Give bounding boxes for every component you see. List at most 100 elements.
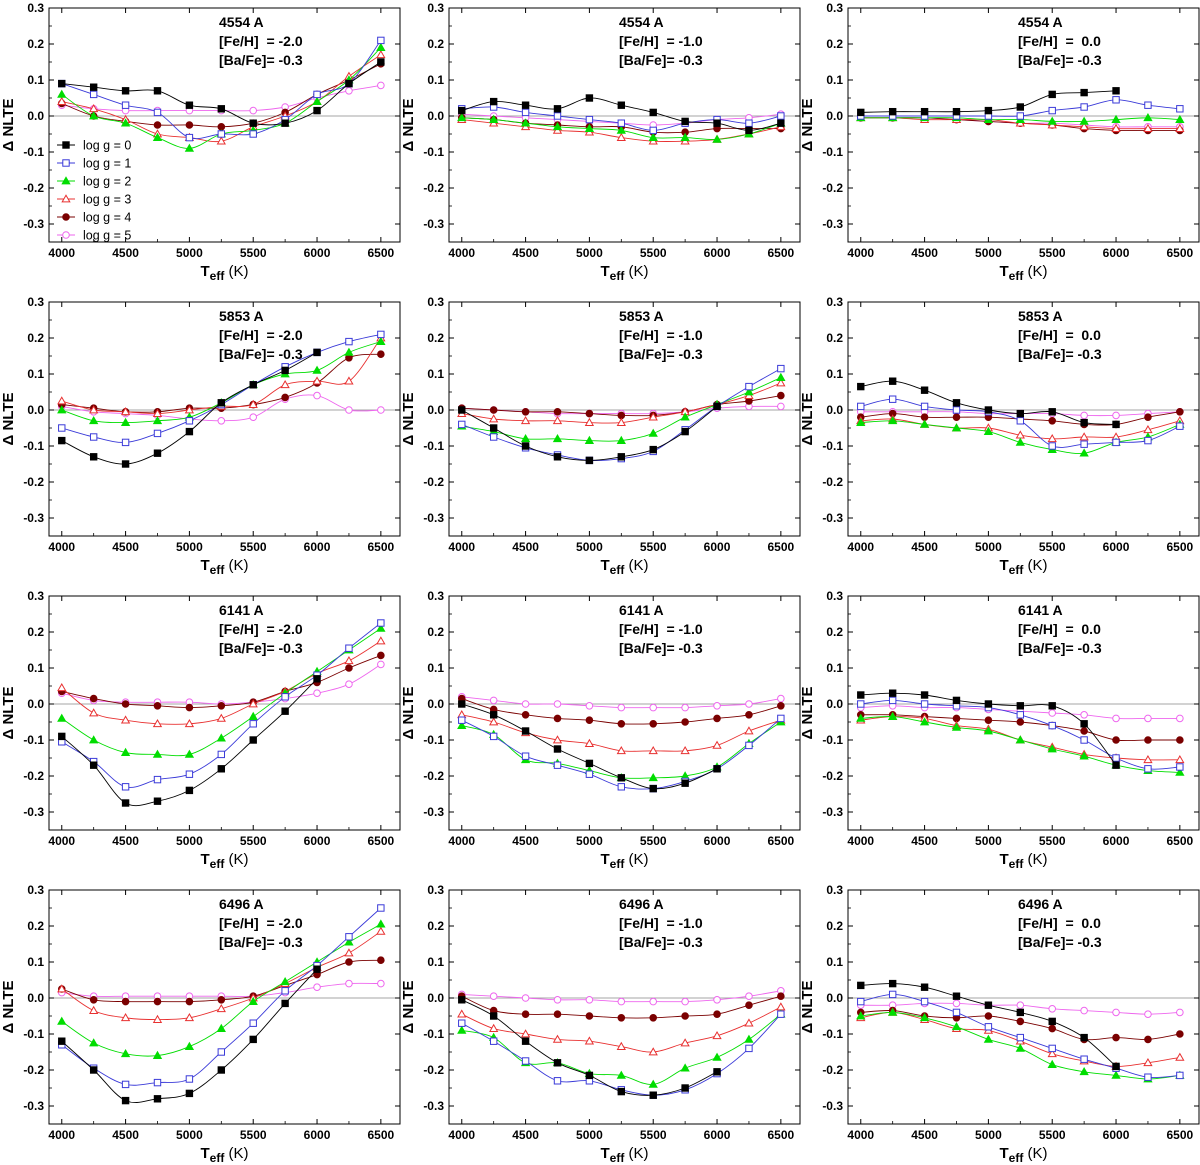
data-point: [616, 132, 626, 141]
data-point: [680, 412, 690, 421]
bafe-label: [Ba/Fe]= -0.3: [1018, 640, 1102, 656]
x-tick-label: 6000: [304, 246, 331, 260]
x-tick-label: 5500: [240, 540, 267, 554]
data-point: [776, 372, 786, 381]
data-point: [1015, 1043, 1025, 1052]
data-point: [712, 1030, 722, 1040]
data-point: [1048, 702, 1056, 710]
series-logg-1: [458, 1010, 785, 1099]
data-point: [1080, 88, 1088, 97]
data-point: [1079, 121, 1089, 131]
data-point: [952, 999, 961, 1008]
data-point: [585, 409, 594, 418]
bafe-label: [Ba/Fe]= -0.3: [219, 934, 303, 950]
series-logg-1: [857, 696, 1184, 773]
x-tick-label: 6000: [1103, 1128, 1130, 1142]
data-point: [89, 83, 98, 91]
panel-4-1: 0.3 0.2 0.1 0.0 -0.1 -0.2 -0.3 4000 4500 5000 5500…: [0, 883, 401, 1165]
y-tick-label: 0.0: [27, 403, 44, 417]
series-logg-4: [856, 1006, 1184, 1044]
data-point: [1144, 1073, 1152, 1081]
data-point: [89, 111, 99, 120]
y-tick-label: -0.3: [423, 511, 444, 525]
data-point: [1048, 417, 1057, 425]
series-logg-0: [58, 965, 321, 1105]
data-point: [1112, 420, 1120, 429]
data-point: [553, 700, 562, 708]
x-tick-label: 5500: [240, 1128, 267, 1142]
x-tick-label: 6000: [304, 540, 331, 554]
data-point: [377, 406, 385, 414]
y-tick-label: 0.0: [826, 991, 843, 1005]
y-tick-label: -0.3: [822, 805, 843, 819]
line-label: 4554 A: [1018, 14, 1063, 30]
x-tick-label: 4000: [48, 540, 75, 554]
data-point: [745, 119, 753, 127]
x-tick-label: 6500: [1167, 1128, 1194, 1142]
data-point: [185, 427, 194, 436]
x-tick-label: 4500: [512, 834, 539, 848]
data-point: [777, 119, 785, 127]
data-point: [1176, 1030, 1184, 1038]
data-point: [552, 1034, 563, 1043]
data-point: [458, 716, 466, 724]
data-point: [888, 377, 897, 385]
x-tick-label: 6000: [704, 834, 731, 848]
x-tick-label: 5000: [176, 540, 203, 554]
data-point: [584, 1036, 595, 1045]
data-point: [919, 717, 930, 726]
data-point: [1048, 721, 1056, 730]
x-axis-label: Teff (K): [999, 851, 1047, 871]
x-tick-label: 6500: [1167, 246, 1194, 260]
bafe-label: [Ba/Fe]= -0.3: [1018, 346, 1102, 362]
data-point: [920, 700, 929, 708]
x-tick-label: 6000: [1103, 246, 1130, 260]
data-point: [553, 1059, 562, 1067]
y-axis-label: Δ NLTE: [400, 687, 417, 740]
data-point: [585, 996, 594, 1004]
data-point: [89, 1066, 98, 1074]
data-point: [216, 713, 226, 722]
data-point: [1016, 711, 1025, 719]
x-tick-label: 6000: [704, 246, 731, 260]
data-point: [1047, 116, 1057, 125]
data-point: [1016, 1033, 1025, 1042]
data-point: [1048, 408, 1056, 416]
data-point: [1080, 711, 1088, 719]
x-tick-label: 5000: [576, 1128, 603, 1142]
data-point: [553, 761, 562, 769]
x-tick-label: 6500: [368, 1128, 395, 1142]
data-point: [457, 112, 467, 122]
data-point: [744, 387, 754, 396]
data-point: [312, 96, 322, 105]
series-logg-3: [57, 636, 386, 728]
data-point: [153, 797, 162, 805]
line-label: 4554 A: [619, 14, 664, 30]
data-point: [888, 689, 897, 697]
data-point: [920, 107, 929, 116]
data-point: [1112, 87, 1120, 95]
data-point: [648, 412, 658, 421]
y-tick-label: -0.3: [822, 217, 843, 231]
data-point: [1048, 1044, 1056, 1053]
series-logg-5: [457, 693, 785, 712]
x-tick-label: 5000: [176, 834, 203, 848]
data-point: [313, 348, 321, 357]
data-point: [983, 1034, 994, 1043]
y-tick-label: -0.3: [23, 511, 44, 525]
data-point: [649, 703, 658, 712]
series-line: [61, 654, 382, 709]
data-point: [121, 1080, 130, 1089]
data-point: [984, 106, 993, 115]
data-point: [648, 1079, 658, 1088]
line-label: 5853 A: [1018, 308, 1063, 324]
data-point: [681, 1084, 689, 1092]
data-point: [458, 996, 466, 1004]
data-point: [345, 680, 353, 689]
x-axis-label: Teff (K): [600, 557, 648, 577]
data-point: [983, 426, 994, 435]
data-point: [216, 1023, 226, 1032]
data-point: [89, 1038, 99, 1047]
data-point: [185, 770, 194, 778]
data-point: [520, 118, 531, 127]
